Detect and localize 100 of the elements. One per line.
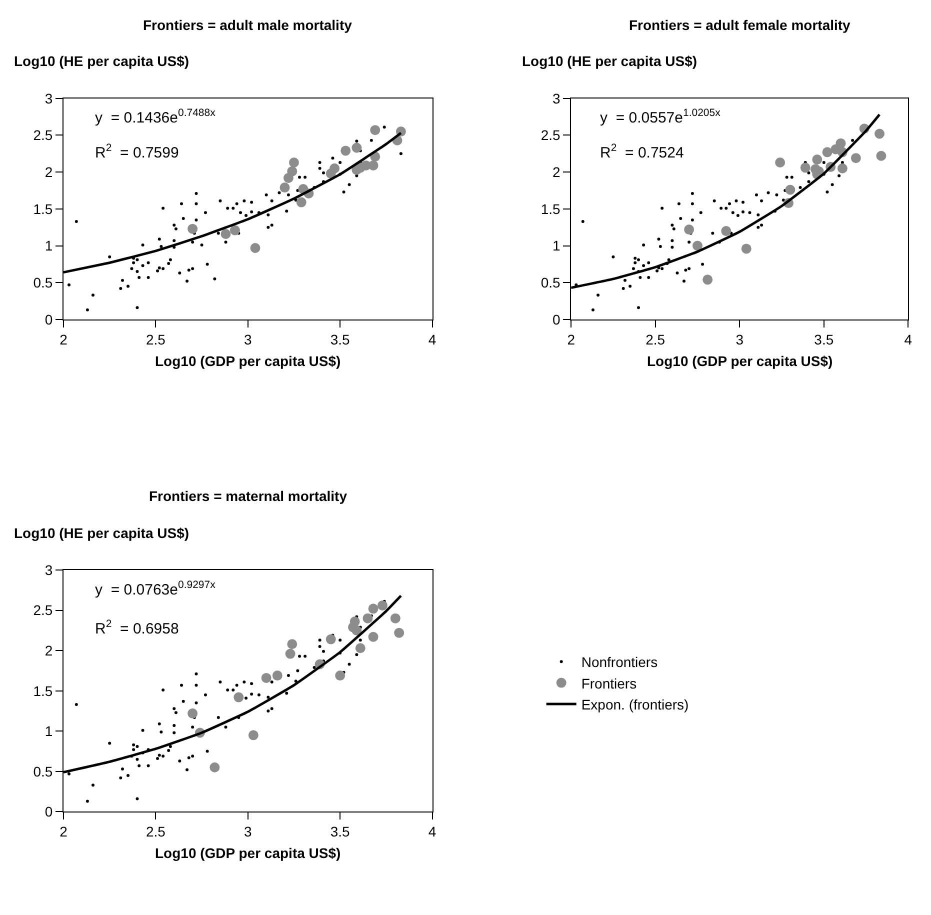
annotation: R$^{2}$ = 0.7524 — [600, 142, 684, 162]
x-tick-label: 4 — [904, 331, 912, 348]
y-tick-label: 0.5 — [540, 274, 560, 291]
point — [368, 604, 378, 614]
point — [280, 182, 290, 193]
y-axis-title: Log10 (HE per capita US$) — [14, 53, 190, 69]
annotation: y = 0.0557e$^{1.0205x}$ — [600, 107, 722, 126]
x-tick-label: 3.5 — [330, 823, 350, 840]
point — [368, 160, 378, 170]
chart-title: Frontiers = maternal mortality — [149, 488, 348, 504]
point — [850, 153, 861, 164]
point — [330, 163, 340, 174]
point — [352, 142, 362, 153]
x-tick-label: 3.5 — [330, 331, 350, 348]
point — [248, 730, 258, 740]
y-tick-label: 0.5 — [33, 763, 53, 780]
point — [287, 639, 298, 650]
x-tick-label: 3 — [244, 823, 252, 840]
point — [370, 125, 380, 136]
x-tick-label: 2.5 — [146, 331, 166, 348]
y-tick-label: 2.5 — [540, 127, 560, 144]
y-tick-label: 0 — [44, 311, 53, 328]
annotation: y = 0.0763e$^{0.9297x}$ — [95, 579, 216, 598]
point — [721, 226, 732, 236]
annotation: R$^{2}$ = 0.6958 — [95, 618, 179, 638]
point — [785, 184, 796, 195]
x-tick-label: 3.5 — [814, 331, 834, 348]
point — [261, 672, 272, 683]
y-tick-label: 1.5 — [33, 682, 53, 699]
point — [775, 158, 786, 168]
point — [394, 628, 404, 638]
point — [390, 613, 400, 624]
x-axis-title: Log10 (GDP per capita US$) — [647, 353, 833, 369]
point — [250, 242, 260, 253]
point — [188, 708, 198, 718]
point — [350, 616, 360, 627]
point — [362, 613, 373, 624]
point — [692, 240, 702, 251]
point — [220, 228, 231, 239]
x-tick-label: 2.5 — [146, 823, 166, 840]
point — [234, 692, 244, 702]
y-tick-label: 3 — [552, 90, 560, 106]
point — [287, 166, 298, 176]
point — [326, 634, 336, 644]
y-tick-label: 3 — [44, 90, 53, 106]
y-tick-label: 2.5 — [33, 602, 53, 618]
point — [210, 762, 220, 772]
point — [368, 632, 378, 642]
x-tick-label: 2 — [60, 331, 68, 348]
chart-title: Frontiers = adult female mortality — [629, 17, 851, 33]
legend-label: Expon. (frontiers) — [581, 696, 689, 712]
y-tick-label: 0 — [44, 804, 53, 820]
point — [822, 147, 832, 158]
y-tick-label: 1.5 — [33, 200, 53, 217]
point — [836, 138, 846, 148]
point — [355, 643, 366, 654]
point — [800, 162, 810, 173]
y-tick-label: 0 — [552, 311, 560, 328]
y-tick-label: 1 — [552, 238, 560, 254]
x-tick-label: 4 — [428, 823, 436, 840]
x-tick-label: 2 — [567, 331, 576, 348]
point — [288, 158, 299, 168]
annotation: y = 0.1436e$^{0.7488x}$ — [95, 107, 216, 126]
y-tick-label: 1 — [44, 723, 53, 740]
annotation: R$^{2}$ = 0.7599 — [95, 142, 179, 162]
point — [296, 197, 306, 208]
point — [874, 128, 885, 139]
y-tick-label: 1 — [44, 238, 53, 254]
x-tick-label: 2.5 — [646, 331, 666, 348]
y-tick-label: 2 — [44, 164, 53, 180]
point — [684, 224, 694, 235]
legend-label: Frontiers — [581, 675, 637, 692]
y-tick-label: 0.5 — [33, 274, 53, 291]
point — [335, 670, 346, 681]
point — [702, 274, 713, 285]
point — [837, 163, 848, 174]
point — [340, 146, 351, 156]
y-tick-label: 3 — [44, 562, 53, 578]
point — [378, 600, 388, 610]
point — [230, 225, 240, 236]
point — [285, 648, 296, 659]
point — [272, 670, 282, 681]
y-axis-title: Log10 (HE per capita US$) — [522, 53, 698, 69]
y-tick-label: 2 — [44, 642, 53, 658]
point — [188, 224, 198, 234]
y-tick-label: 1.5 — [540, 200, 560, 217]
x-axis-title: Log10 (GDP per capita US$) — [155, 353, 341, 369]
x-tick-label: 4 — [428, 331, 436, 348]
y-tick-label: 2.5 — [33, 127, 53, 144]
y-tick-label: 2 — [552, 164, 560, 180]
legend-label: Nonfrontiers — [581, 654, 658, 670]
x-tick-label: 3 — [244, 331, 252, 348]
point — [741, 244, 752, 254]
chart-title: Frontiers = adult male mortality — [143, 17, 352, 33]
x-axis-title: Log10 (GDP per capita US$) — [155, 845, 341, 861]
x-tick-label: 3 — [736, 331, 744, 348]
point — [876, 150, 886, 161]
y-axis-title: Log10 (HE per capita US$) — [14, 525, 190, 541]
x-tick-label: 2 — [60, 823, 68, 840]
point — [812, 154, 822, 165]
